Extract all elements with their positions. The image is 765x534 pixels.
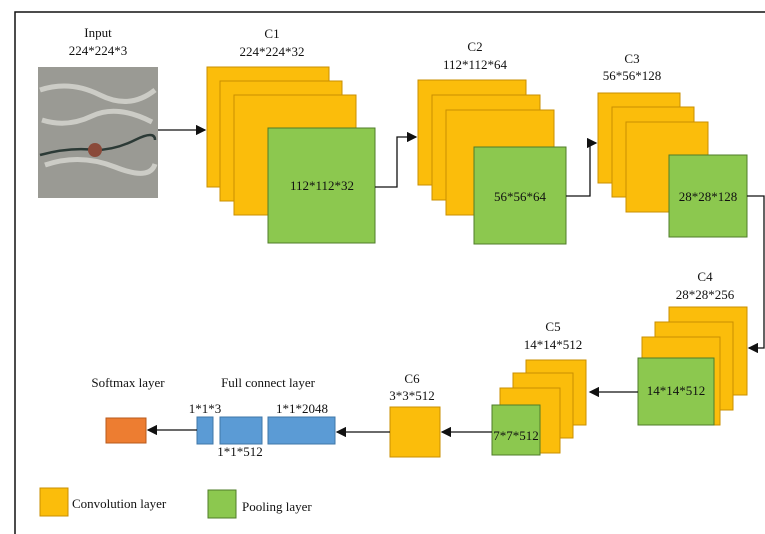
fc-block bbox=[220, 417, 262, 444]
input-image bbox=[38, 67, 158, 198]
pool-size: 7*7*512 bbox=[493, 428, 539, 443]
layer-size: 28*28*256 bbox=[676, 287, 735, 302]
layer-size: 224*224*32 bbox=[240, 44, 305, 59]
fc-size: 1*1*3 bbox=[189, 401, 222, 416]
legend-label: Pooling layer bbox=[242, 499, 312, 514]
fc-size: 1*1*512 bbox=[217, 444, 263, 459]
fc-title: Full connect layer bbox=[221, 375, 316, 390]
conv-map bbox=[390, 407, 440, 457]
layer-size: 3*3*512 bbox=[389, 388, 435, 403]
pool-size: 14*14*512 bbox=[647, 383, 706, 398]
layer-name: C6 bbox=[404, 371, 420, 386]
fc-block bbox=[197, 417, 213, 444]
layer-size: 56*56*128 bbox=[603, 68, 662, 83]
diagram: Input 224*224*3 C1 224*224*32 112*112*32… bbox=[0, 0, 765, 534]
fc-block bbox=[268, 417, 335, 444]
pool-size: 112*112*32 bbox=[290, 178, 354, 193]
softmax-title: Softmax layer bbox=[91, 375, 165, 390]
input-size: 224*224*3 bbox=[69, 43, 128, 58]
pool-size: 28*28*128 bbox=[679, 189, 738, 204]
layer-name: C4 bbox=[697, 269, 713, 284]
layer-name: C3 bbox=[624, 51, 639, 66]
pool-size: 56*56*64 bbox=[494, 189, 547, 204]
fc-size: 1*1*2048 bbox=[276, 401, 328, 416]
layer-size: 112*112*64 bbox=[443, 57, 508, 72]
legend-label: Convolution layer bbox=[72, 496, 167, 511]
layer-size: 14*14*512 bbox=[524, 337, 583, 352]
legend-swatch bbox=[40, 488, 68, 516]
layer-name: C5 bbox=[545, 319, 560, 334]
legend-swatch bbox=[208, 490, 236, 518]
softmax-block bbox=[106, 418, 146, 443]
arrow bbox=[747, 196, 764, 348]
layer-name: C1 bbox=[264, 26, 279, 41]
layer-name: C2 bbox=[467, 39, 482, 54]
input-title: Input bbox=[84, 25, 112, 40]
arrow bbox=[566, 143, 596, 196]
arrow bbox=[375, 137, 416, 187]
